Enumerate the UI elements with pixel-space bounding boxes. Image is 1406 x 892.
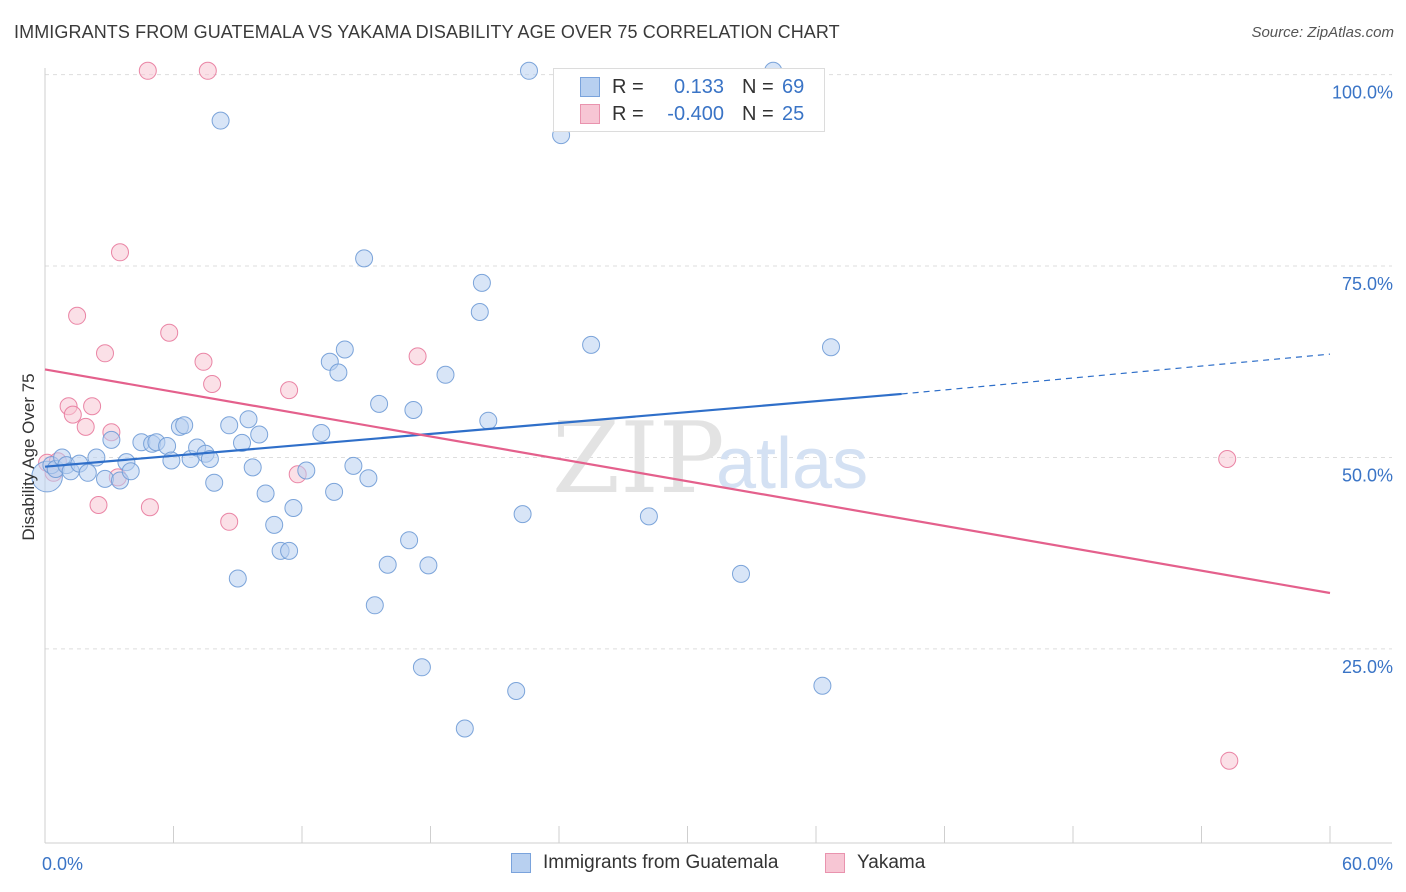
series-legend: Immigrants from Guatemala Yakama	[0, 852, 1406, 878]
y-tick-label: 75.0%	[1342, 274, 1393, 294]
guatemala-point	[78, 463, 97, 482]
legend-n-label: N =	[742, 75, 774, 98]
guatemala-point	[520, 61, 538, 80]
guatemala-point	[513, 505, 532, 524]
guatemala-trend-line	[44, 392, 902, 468]
legend-label-guatemala: Immigrants from Guatemala	[543, 852, 779, 873]
guatemala-point	[419, 556, 438, 575]
y-axis-label: Disability Age Over 75	[19, 373, 38, 540]
legend-r-label: R =	[612, 75, 644, 98]
yakama-point	[160, 323, 179, 342]
guatemala-point	[211, 111, 230, 130]
guatemala-point	[256, 484, 275, 503]
guatemala-point	[329, 363, 348, 382]
guatemala-point	[280, 541, 299, 560]
guatemala-point	[265, 515, 284, 534]
guatemala-point	[365, 596, 384, 615]
guatemala-point	[233, 433, 251, 452]
guatemala-point	[344, 456, 363, 475]
guatemala-point	[455, 719, 474, 738]
guatemala-point	[359, 469, 378, 488]
guatemala-point	[412, 658, 431, 677]
yakama-point	[63, 405, 82, 424]
guatemala-point	[325, 482, 344, 501]
watermark-zip: ZIP	[552, 402, 725, 516]
guatemala-point	[582, 335, 601, 354]
guatemala-point	[243, 458, 262, 477]
guatemala-point	[732, 564, 750, 583]
y-tick-label: 25.0%	[1342, 657, 1393, 677]
x-tick-label: 60.0%	[1342, 854, 1393, 874]
guatemala-point	[436, 365, 455, 384]
legend-item-guatemala[interactable]: Immigrants from Guatemala	[511, 852, 778, 874]
guatemala-point	[284, 499, 303, 517]
guatemala-trend-extension	[901, 353, 1331, 395]
guatemala-point	[822, 338, 840, 357]
legend-n-value: 69	[782, 75, 805, 98]
y-tick-label: 100.0%	[1332, 83, 1393, 103]
yakama-trend-line	[44, 368, 1331, 595]
correlation-legend: R = 0.133 N = 69 R = -0.400 N = 25	[553, 68, 825, 132]
guatemala-point	[175, 416, 194, 435]
guatemala-point	[102, 430, 121, 449]
guatemala-point	[121, 462, 140, 481]
yakama-point	[89, 496, 108, 514]
guatemala-point	[200, 450, 219, 468]
legend-swatch-yakama	[825, 853, 845, 873]
guatemala-point	[96, 469, 114, 488]
guatemala-point	[378, 555, 397, 574]
guatemala-point	[355, 249, 374, 268]
legend-n-value: 25	[782, 102, 805, 125]
chart-title: IMMIGRANTS FROM GUATEMALA VS YAKAMA DISA…	[14, 22, 840, 42]
yakama-point	[83, 397, 102, 416]
yakama-point	[280, 381, 299, 400]
guatemala-point	[470, 303, 489, 321]
y-tick-label: 50.0%	[1342, 465, 1393, 485]
yakama-point	[203, 375, 222, 393]
yakama-point	[96, 344, 114, 363]
yakama-point	[111, 243, 129, 262]
yakama-point	[140, 498, 159, 517]
legend-item-yakama[interactable]: Yakama	[825, 852, 925, 874]
legend-r-label: R =	[612, 102, 644, 125]
yakama-point	[220, 512, 239, 531]
yakama-point	[408, 347, 427, 366]
guatemala-point	[400, 531, 419, 550]
yakama-point	[194, 352, 213, 371]
guatemala-point	[479, 411, 498, 430]
guatemala-point	[335, 340, 354, 359]
legend-label-yakama: Yakama	[857, 852, 926, 873]
watermark-atlas: atlas	[716, 424, 868, 504]
guatemala-point	[472, 273, 491, 292]
legend-n-label: N =	[742, 102, 774, 125]
guatemala-point	[205, 473, 224, 492]
guatemala-point	[312, 424, 331, 442]
guatemala-point	[220, 416, 239, 435]
guatemala-point	[404, 401, 423, 419]
yakama-point	[68, 306, 87, 325]
source-label: Source: ZipAtlas.com	[1251, 24, 1394, 41]
yakama-point	[138, 61, 157, 80]
yakama-point	[76, 417, 95, 436]
guatemala-point	[813, 676, 832, 695]
guatemala-point	[639, 507, 658, 526]
guatemala-point	[228, 569, 247, 588]
legend-row-yakama: R = -0.400 N = 25	[580, 101, 804, 127]
legend-swatch-guatemala	[511, 853, 531, 873]
legend-r-value: -0.400	[667, 102, 724, 125]
guatemala-point	[250, 425, 269, 444]
legend-row-guatemala: R = 0.133 N = 69	[580, 74, 804, 100]
yakama-point	[1218, 450, 1237, 468]
legend-swatch-blue	[580, 77, 600, 97]
guatemala-point	[370, 394, 389, 413]
legend-r-value: 0.133	[673, 75, 724, 98]
legend-swatch-pink	[580, 104, 600, 124]
guatemala-point	[297, 461, 316, 480]
guatemala-point	[239, 410, 258, 429]
guatemala-point	[507, 682, 526, 700]
yakama-point	[198, 61, 217, 80]
x-tick-label: 0.0%	[42, 854, 83, 874]
yakama-point	[1220, 751, 1239, 770]
